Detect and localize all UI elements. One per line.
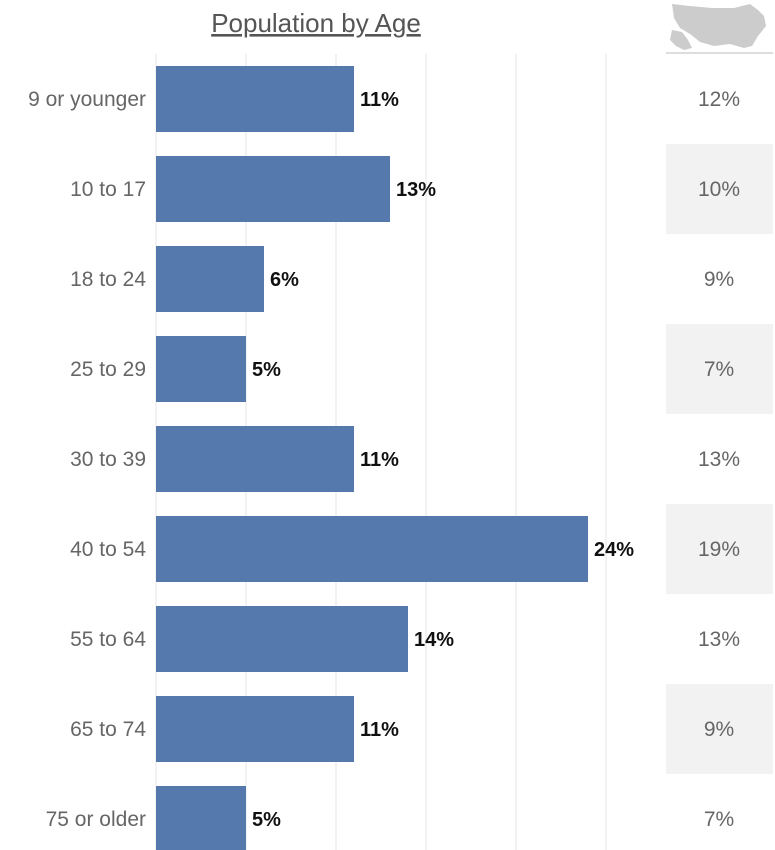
comparison-value: 12% [698, 88, 740, 111]
labels: 9 or younger 11% 12% 10 to 17 13% 10% 18 to 24… [28, 88, 740, 831]
bars [156, 66, 588, 850]
comparison-stripe [666, 684, 773, 774]
comparison-stripe [666, 504, 773, 594]
bar [156, 786, 246, 850]
category-label: 10 to 17 [70, 178, 146, 201]
category-label: 25 to 29 [70, 358, 146, 381]
value-label: 11% [360, 449, 399, 471]
bar [156, 606, 408, 672]
value-label: 14% [414, 629, 454, 651]
comparison-value: 7% [704, 808, 734, 831]
value-label: 5% [252, 809, 281, 831]
bar [156, 66, 354, 132]
comparison-stripe [666, 144, 773, 234]
category-label: 18 to 24 [70, 268, 146, 291]
chart-title: Population by Age [211, 8, 421, 38]
us-map-icon [666, 4, 773, 54]
bar [156, 696, 354, 762]
comparison-value: 9% [704, 268, 734, 291]
bar [156, 516, 588, 582]
bar [156, 336, 246, 402]
value-label: 13% [396, 179, 436, 201]
category-label: 30 to 39 [70, 448, 146, 471]
comparison-stripes [666, 144, 773, 774]
comparison-value: 13% [698, 628, 740, 651]
value-label: 11% [360, 719, 399, 741]
value-label: 6% [270, 269, 299, 291]
comparison-value: 13% [698, 448, 740, 471]
comparison-stripe [666, 324, 773, 414]
category-label: 55 to 64 [70, 628, 146, 651]
bar [156, 246, 264, 312]
category-label: 9 or younger [28, 88, 146, 111]
value-label: 24% [594, 539, 634, 561]
value-label: 11% [360, 89, 399, 111]
comparison-value: 9% [704, 718, 734, 741]
value-label: 5% [252, 359, 281, 381]
category-label: 65 to 74 [70, 718, 146, 741]
category-label: 40 to 54 [70, 538, 146, 561]
bar [156, 156, 390, 222]
comparison-value: 10% [698, 178, 740, 201]
comparison-value: 7% [704, 358, 734, 381]
category-label: 75 or older [46, 808, 146, 831]
bar [156, 426, 354, 492]
comparison-value: 19% [698, 538, 740, 561]
